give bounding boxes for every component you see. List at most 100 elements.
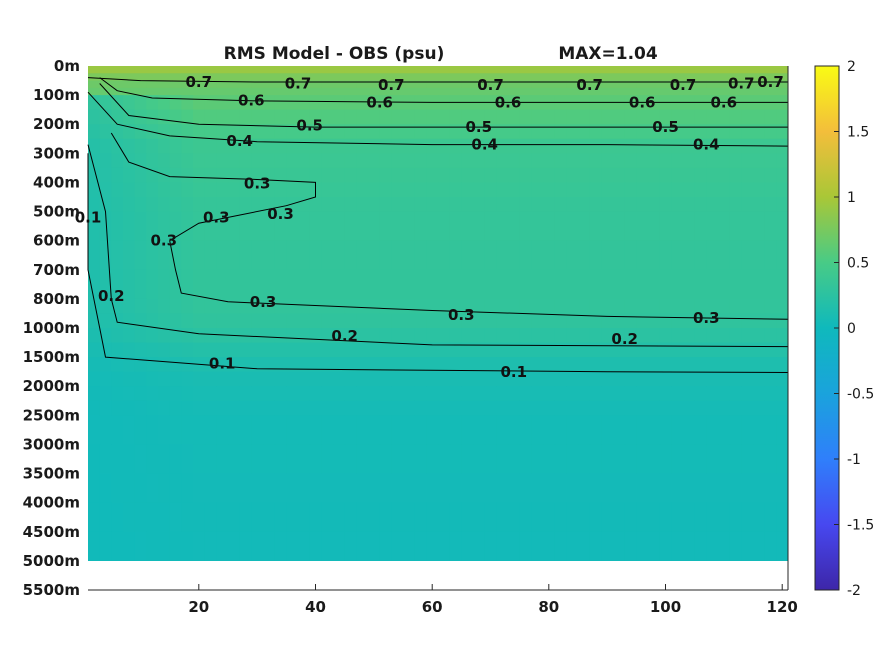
- heatmap-cell: [741, 240, 754, 271]
- heatmap-cell: [659, 73, 672, 82]
- heatmap-cell: [554, 197, 567, 213]
- heatmap-cell: [589, 124, 602, 140]
- heatmap-cell: [379, 386, 392, 402]
- heatmap-cell: [146, 109, 159, 125]
- heatmap-cell: [181, 400, 194, 416]
- heatmap-cell: [169, 298, 182, 315]
- heatmap-cell: [134, 73, 147, 82]
- heatmap-cell: [298, 342, 311, 358]
- heatmap-cell: [601, 197, 614, 213]
- heatmap-cell: [578, 400, 591, 416]
- heatmap-cell: [589, 138, 602, 154]
- heatmap-cell: [111, 109, 124, 125]
- heatmap-cell: [403, 386, 416, 402]
- heatmap-cell: [449, 153, 462, 169]
- heatmap-cell: [531, 313, 544, 329]
- heatmap-cell: [344, 313, 357, 329]
- heatmap-cell: [403, 182, 416, 198]
- heatmap-cell: [99, 444, 112, 475]
- heatmap-cell: [706, 328, 719, 344]
- heatmap-cell: [216, 80, 229, 89]
- heatmap-cell: [99, 153, 112, 169]
- contour-label: 0.3: [203, 208, 230, 226]
- heatmap-cell: [753, 87, 766, 96]
- heatmap-cell: [379, 167, 392, 184]
- heatmap-cell: [496, 269, 509, 300]
- y-tick-label: 1000m: [23, 319, 80, 337]
- heatmap-cell: [356, 197, 369, 213]
- heatmap-cell: [414, 240, 427, 271]
- heatmap-cell: [729, 269, 742, 300]
- heatmap-cell: [613, 415, 626, 446]
- heatmap-cell: [228, 313, 241, 329]
- heatmap-cell: [613, 400, 626, 416]
- x-tick-label: 40: [305, 598, 326, 616]
- heatmap-cell: [613, 109, 626, 125]
- heatmap-cell: [741, 298, 754, 315]
- heatmap-cell: [193, 66, 206, 74]
- heatmap-cell: [239, 153, 252, 169]
- heatmap-cell: [368, 298, 381, 315]
- heatmap-cell: [99, 269, 112, 300]
- heatmap-cell: [753, 371, 766, 387]
- contour-label: 0.5: [296, 116, 323, 134]
- heatmap-cell: [601, 240, 614, 271]
- heatmap-cell: [344, 473, 357, 504]
- heatmap-cell: [169, 415, 182, 446]
- heatmap-cell: [228, 371, 241, 387]
- heatmap-cell: [309, 197, 322, 213]
- contour-label: 0.4: [471, 136, 498, 154]
- heatmap-cell: [496, 138, 509, 154]
- heatmap-cell: [286, 167, 299, 184]
- heatmap-cell: [333, 531, 346, 561]
- heatmap-cell: [263, 95, 276, 111]
- heatmap-cell: [391, 342, 404, 358]
- heatmap-cell: [181, 167, 194, 184]
- heatmap-cell: [753, 124, 766, 140]
- heatmap-cell: [274, 415, 287, 446]
- heatmap-cell: [671, 342, 684, 358]
- heatmap-cell: [134, 444, 147, 475]
- heatmap-cell: [683, 400, 696, 416]
- heatmap-cell: [414, 502, 427, 533]
- heatmap-cell: [484, 138, 497, 154]
- heatmap-cell: [88, 415, 101, 446]
- heatmap-cell: [718, 66, 731, 74]
- heatmap-cell: [461, 211, 474, 242]
- heatmap-cell: [123, 87, 136, 96]
- heatmap-cell: [589, 502, 602, 533]
- heatmap-cell: [134, 298, 147, 315]
- heatmap-cell: [566, 371, 579, 387]
- heatmap-cell: [298, 444, 311, 475]
- heatmap-cell: [333, 95, 346, 111]
- heatmap-cell: [414, 138, 427, 154]
- heatmap-cell: [438, 415, 451, 446]
- heatmap-cell: [298, 328, 311, 344]
- heatmap-cell: [648, 138, 661, 154]
- heatmap-cell: [403, 444, 416, 475]
- heatmap-cell: [554, 386, 567, 402]
- heatmap-cell: [251, 400, 264, 416]
- heatmap-cell: [193, 95, 206, 111]
- heatmap-cell: [251, 66, 264, 74]
- heatmap-cell: [216, 66, 229, 74]
- heatmap-cell: [741, 357, 754, 373]
- heatmap-cell: [391, 400, 404, 416]
- heatmap-cell: [578, 371, 591, 387]
- heatmap-cell: [228, 66, 241, 74]
- heatmap-cell: [543, 444, 556, 475]
- heatmap-cell: [741, 473, 754, 504]
- heatmap-cell: [531, 298, 544, 315]
- heatmap-cell: [613, 444, 626, 475]
- contour-label: 0.3: [693, 309, 720, 327]
- heatmap-cell: [519, 80, 532, 89]
- heatmap-cell: [333, 386, 346, 402]
- heatmap-cell: [193, 298, 206, 315]
- heatmap-cell: [484, 182, 497, 198]
- heatmap-cell: [158, 211, 171, 242]
- heatmap-cell: [298, 502, 311, 533]
- heatmap-cell: [309, 109, 322, 125]
- heatmap-cell: [764, 182, 777, 198]
- heatmap-cell: [356, 473, 369, 504]
- heatmap-cell: [158, 298, 171, 315]
